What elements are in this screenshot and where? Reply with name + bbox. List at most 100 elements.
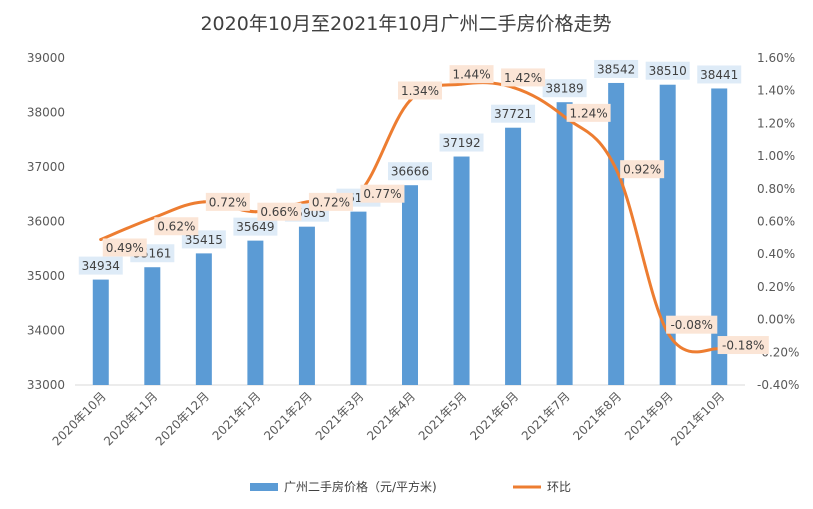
x-tick-label: 2021年4月 [364,389,418,443]
data-labels-layer: 3493435161354153564935905361813666637192… [78,59,769,355]
line-value-label: 0.49% [106,241,144,255]
chart-title: 2020年10月至2021年10月广州二手房价格走势 [200,13,611,35]
y-right-tick-label: 0.80% [757,182,795,196]
line-value-label-bg [257,202,302,221]
y-left-tick-label: 34000 [27,324,65,338]
bar-value-label-bg [439,133,484,152]
bar [556,102,573,386]
line-point [305,200,309,204]
line-value-label-bg [205,192,250,211]
bar-value-label: 35415 [185,233,223,247]
line-value-label-bg [717,336,769,355]
x-tick-label: 2021年6月 [467,389,521,443]
line-value-label: 0.62% [157,220,195,234]
bar-value-label-bg [645,61,690,80]
bar [453,156,470,385]
line-value-label: -0.18% [722,339,764,353]
y-right-tick-label: 1.00% [757,149,795,163]
bar-value-label: 37192 [442,136,480,150]
line-point [408,99,412,103]
bar [298,226,315,385]
line-value-label: 1.24% [570,106,608,120]
line-value-label: 0.66% [260,205,298,219]
x-tick-label: 2021年8月 [570,389,624,443]
y-right-tick-label: -0.40% [757,378,799,392]
bar [711,88,728,385]
bar-value-label-bg [542,79,587,98]
y-right-tick-label: 0.60% [757,215,795,229]
x-tick-label: 2021年7月 [519,389,573,443]
y-right-tick-label: 1.20% [757,116,795,130]
line-value-label: 1.42% [504,71,542,85]
line-value-label-bg [620,160,665,179]
line-point [150,216,154,220]
line-point [614,167,618,171]
line-value-label: 0.77% [363,187,401,201]
line-value-label: 1.44% [452,68,490,82]
y-right-tick-label: 0.20% [757,280,795,294]
x-tick-label: 2021年3月 [313,389,367,443]
legend-swatch-bar [250,483,278,491]
bar [608,82,625,385]
line-value-label: 0.92% [623,163,661,177]
bar [402,185,418,385]
y-left-tick-label: 39000 [27,51,65,65]
bar [144,267,161,385]
x-tick-label: 2021年5月 [416,389,470,443]
line-value-label-bg [360,184,405,203]
bar-value-label: 38542 [597,62,635,76]
bar-value-label-bg [594,59,639,78]
y-right-tick-label: 1.60% [757,51,795,65]
line-value-label-bg [566,103,611,122]
line-value-label-bg [666,315,718,334]
y-left-tick-label: 36000 [27,215,65,229]
line-value-label: 1.34% [401,84,439,98]
legend: 广州二手房价格（元/平方米) 环比 [250,479,571,494]
x-tick-label: 2021年10月 [668,389,727,448]
bar [350,211,367,385]
line-value-label-bg [154,217,199,236]
bar-value-label: 36666 [391,165,429,179]
x-tick-label: 2020年11月 [101,389,160,448]
x-tick-label: 2020年10月 [50,389,109,448]
line-point [563,115,567,119]
y-left-tick-label: 33000 [27,378,65,392]
legend-label-line: 环比 [547,480,571,494]
bar [505,127,522,385]
bar-value-label: 37721 [494,107,532,121]
bar-value-label-bg [388,162,432,181]
bar-value-label: 34934 [82,259,120,273]
line-point [460,82,464,86]
bar-value-label-bg [233,217,278,236]
line-value-label: -0.08% [670,318,712,332]
y-left-tick-label: 35000 [27,269,65,283]
bar-value-label: 38189 [546,82,584,96]
bar-value-label: 38441 [700,68,738,82]
x-tick-label: 2021年1月 [210,389,264,443]
bar-value-label: 35649 [236,220,274,234]
bar-value-label: 38510 [649,64,687,78]
line-value-label-bg [501,68,546,87]
bar-value-label-bg [78,256,123,275]
y-right-tick-label: 1.40% [757,84,795,98]
y-left-tick-label: 37000 [27,160,65,174]
bar [247,240,264,385]
x-tick-label: 2020年12月 [153,389,212,448]
bar [92,279,109,385]
line-value-label-bg [398,81,442,100]
line-value-label: 0.72% [312,195,350,209]
bar [659,84,676,385]
bars-layer [92,82,728,386]
x-tick-label: 2021年2月 [261,389,315,443]
y-right-tick-label: 0.40% [757,247,795,261]
line-value-label-bg [102,238,147,257]
line-value-label: 0.72% [209,195,247,209]
bar-value-label-bg [491,104,536,123]
x-tick-label: 2021年9月 [622,389,676,443]
legend-label-bar: 广州二手房价格（元/平方米) [284,479,437,494]
bar-value-label-bg [697,65,742,84]
line-point [253,210,257,214]
line-point [511,85,515,89]
line-value-label-bg [308,192,353,211]
